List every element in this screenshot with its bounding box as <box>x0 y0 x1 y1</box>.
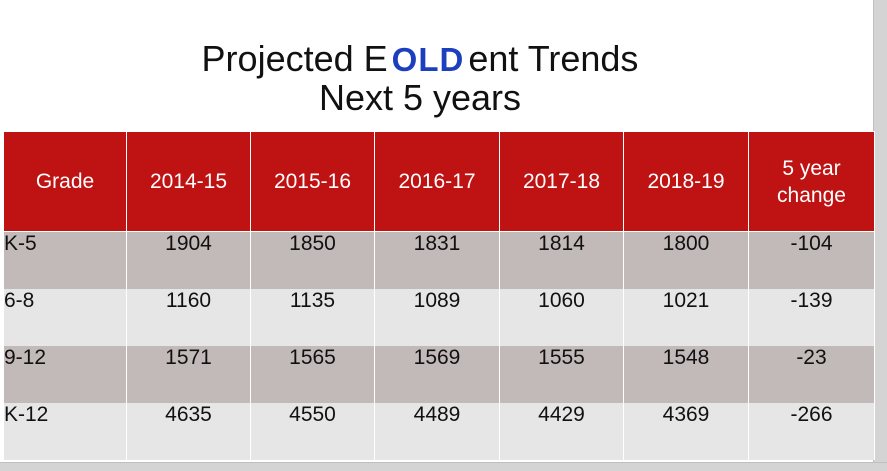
cell-value: 1089 <box>374 288 500 346</box>
cell-value: 1548 <box>623 345 749 403</box>
table-row: K-5 1904 1850 1831 1814 1800 -104 <box>3 231 875 289</box>
window-frame-right <box>873 0 887 470</box>
cell-value: 1565 <box>250 345 375 403</box>
header-2014-15: 2014-15 <box>126 131 251 232</box>
cell-value: 1060 <box>499 288 624 346</box>
cell-change: -139 <box>748 288 875 346</box>
header-5-year-change: 5 year change <box>748 131 875 232</box>
old-stamp: OLD <box>388 41 468 79</box>
cell-value: 1569 <box>374 345 500 403</box>
cell-value: 4550 <box>250 402 375 460</box>
table-header-row: Grade 2014-15 2015-16 2016-17 2017-18 20… <box>3 131 875 232</box>
row-grade: 9-12 <box>3 345 127 403</box>
cell-value: 1904 <box>126 231 251 289</box>
cell-change: -266 <box>748 402 875 460</box>
cell-value: 1160 <box>126 288 251 346</box>
cell-value: 1021 <box>623 288 749 346</box>
row-grade: K-12 <box>3 402 127 460</box>
enrollment-table: Grade 2014-15 2015-16 2016-17 2017-18 20… <box>3 131 875 460</box>
cell-change: -23 <box>748 345 875 403</box>
cell-value: 4369 <box>623 402 749 460</box>
table-row: K-12 4635 4550 4489 4429 4369 -266 <box>3 402 875 460</box>
cell-value: 1814 <box>499 231 624 289</box>
cell-value: 4489 <box>374 402 500 460</box>
cell-value: 1831 <box>374 231 500 289</box>
slide-title: Projected E OLD ent Trends Next 5 years <box>0 40 840 117</box>
cell-value: 4635 <box>126 402 251 460</box>
header-2018-19: 2018-19 <box>623 131 749 232</box>
cell-value: 1135 <box>250 288 375 346</box>
row-grade: 6-8 <box>3 288 127 346</box>
header-2016-17: 2016-17 <box>374 131 500 232</box>
cell-value: 1800 <box>623 231 749 289</box>
title-line-2: Next 5 years <box>318 77 522 118</box>
table-row: 6-8 1160 1135 1089 1060 1021 -139 <box>3 288 875 346</box>
header-grade: Grade <box>3 131 127 232</box>
row-grade: K-5 <box>3 231 127 289</box>
window-frame-bottom <box>0 462 887 471</box>
cell-change: -104 <box>748 231 875 289</box>
cell-value: 1850 <box>250 231 375 289</box>
header-2015-16: 2015-16 <box>250 131 375 232</box>
header-2017-18: 2017-18 <box>499 131 624 232</box>
table-row: 9-12 1571 1565 1569 1555 1548 -23 <box>3 345 875 403</box>
cell-value: 4429 <box>499 402 624 460</box>
cell-value: 1571 <box>126 345 251 403</box>
title-line-1: Projected E OLD ent Trends <box>201 38 639 79</box>
cell-value: 1555 <box>499 345 624 403</box>
